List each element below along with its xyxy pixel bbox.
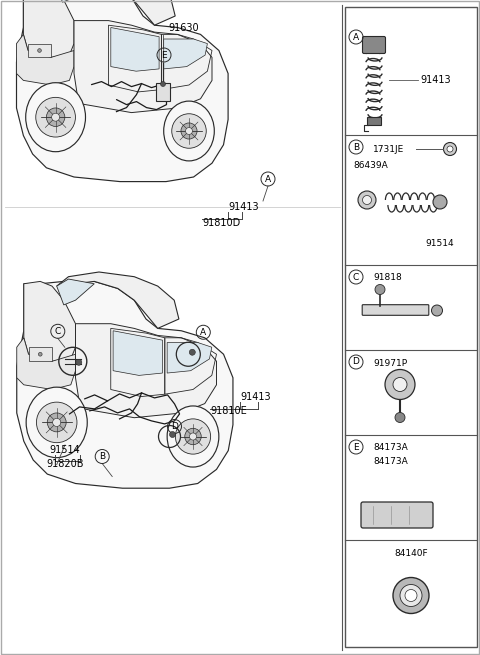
FancyBboxPatch shape [156,83,170,101]
Text: 91413: 91413 [228,202,259,212]
Circle shape [172,114,206,148]
Circle shape [29,91,82,143]
Text: B: B [353,143,359,151]
Polygon shape [17,282,233,488]
Circle shape [47,413,66,432]
FancyBboxPatch shape [361,502,433,528]
Polygon shape [16,0,228,181]
Polygon shape [57,279,94,305]
Polygon shape [24,0,74,58]
Text: 91630: 91630 [168,23,199,33]
Text: 91514: 91514 [49,445,80,455]
FancyBboxPatch shape [345,7,477,647]
Text: 86439A: 86439A [353,160,388,170]
Circle shape [362,195,372,204]
Text: 91820B: 91820B [46,459,84,469]
Polygon shape [56,0,175,25]
Circle shape [47,108,65,126]
Circle shape [169,413,216,460]
FancyBboxPatch shape [367,117,381,125]
Polygon shape [74,20,212,113]
Ellipse shape [164,101,214,161]
Circle shape [169,432,176,438]
Circle shape [385,369,415,400]
Polygon shape [167,343,212,373]
Polygon shape [56,0,92,2]
Text: 84173A: 84173A [373,457,408,466]
Polygon shape [17,338,75,390]
Circle shape [36,402,77,443]
Text: 91413: 91413 [240,392,271,402]
Polygon shape [57,272,179,328]
Circle shape [432,305,443,316]
Circle shape [53,419,61,426]
Text: B: B [99,452,105,461]
Circle shape [393,578,429,614]
Text: 1731JE: 1731JE [373,145,404,153]
Polygon shape [113,331,162,375]
Text: 91818: 91818 [373,274,402,282]
Circle shape [175,419,211,454]
Circle shape [160,81,166,86]
Text: 91810E: 91810E [210,406,247,416]
Circle shape [38,352,42,356]
Polygon shape [28,44,51,58]
Text: D: D [353,358,360,367]
Text: E: E [161,50,167,60]
Circle shape [189,349,195,355]
Circle shape [358,191,376,209]
Circle shape [30,396,84,449]
Circle shape [433,195,447,209]
Circle shape [393,377,407,392]
Text: 84173A: 84173A [373,443,408,453]
Ellipse shape [167,406,219,467]
Circle shape [185,428,201,445]
FancyBboxPatch shape [362,37,385,54]
Ellipse shape [26,83,85,152]
Polygon shape [75,324,216,418]
Circle shape [447,146,453,152]
Circle shape [405,590,417,601]
FancyBboxPatch shape [362,305,429,315]
Circle shape [375,284,385,295]
Text: 84140F: 84140F [394,548,428,557]
Text: 91413: 91413 [420,75,451,85]
Text: 91971P: 91971P [373,358,407,367]
Polygon shape [28,347,52,362]
Text: A: A [265,174,271,183]
Text: D: D [171,422,178,431]
Circle shape [395,413,405,422]
Polygon shape [16,35,74,85]
Circle shape [444,143,456,155]
Circle shape [400,584,422,607]
Polygon shape [24,282,75,362]
Circle shape [76,360,82,365]
Text: 91514: 91514 [425,238,454,248]
Text: 91810D: 91810D [202,218,240,228]
Circle shape [166,108,212,154]
Text: E: E [353,443,359,451]
Polygon shape [111,28,159,71]
Circle shape [190,433,196,440]
Ellipse shape [26,387,87,458]
Text: C: C [55,327,61,336]
Circle shape [36,98,75,137]
Circle shape [37,48,41,52]
Circle shape [181,123,197,139]
Text: C: C [353,272,359,282]
Circle shape [52,113,60,121]
Circle shape [186,128,192,134]
Text: A: A [200,328,206,337]
Polygon shape [164,39,207,69]
Text: A: A [353,33,359,41]
